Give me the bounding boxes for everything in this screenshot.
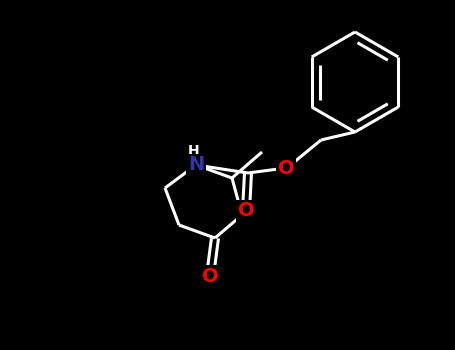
Text: O: O [238,202,254,220]
Text: N: N [188,155,204,175]
Text: O: O [278,159,294,177]
Text: O: O [202,266,218,286]
Text: H: H [188,144,200,158]
